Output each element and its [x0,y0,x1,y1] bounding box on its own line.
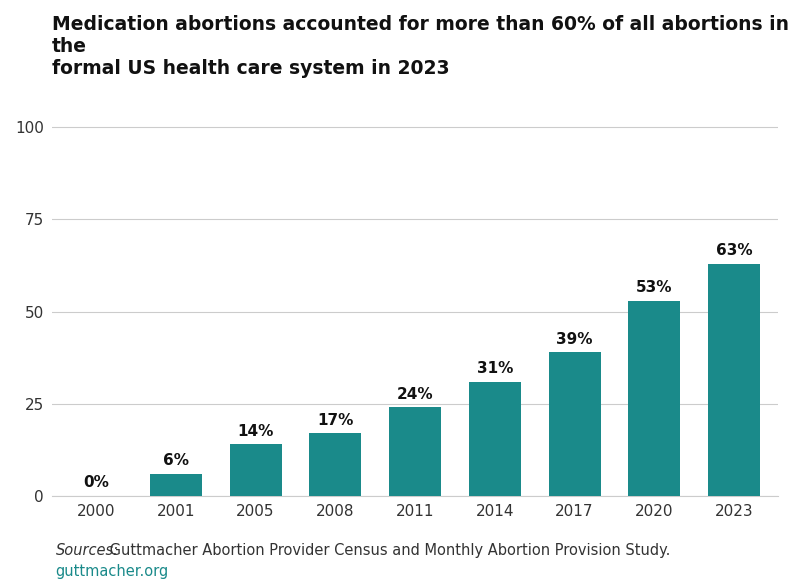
Text: 24%: 24% [396,387,434,402]
Bar [708,264,760,496]
Bar [230,444,282,496]
Text: 39%: 39% [557,332,593,346]
Bar [549,352,600,496]
Text: 0%: 0% [83,475,109,490]
Bar [150,474,201,496]
Text: 6%: 6% [163,453,189,468]
Bar [629,301,680,496]
Text: guttmacher.org: guttmacher.org [56,565,169,579]
Text: 17%: 17% [317,413,354,428]
Bar [389,407,441,496]
Bar [309,433,362,496]
Text: 14%: 14% [237,424,274,438]
Text: 63%: 63% [716,243,753,258]
Text: 53%: 53% [636,280,672,295]
Text: Sources:: Sources: [56,543,118,558]
Text: 31%: 31% [477,361,513,376]
Text: Medication abortions accounted for more than 60% of all abortions in the
formal : Medication abortions accounted for more … [52,15,789,78]
Text: Guttmacher Abortion Provider Census and Monthly Abortion Provision Study.: Guttmacher Abortion Provider Census and … [105,543,670,558]
Bar [469,382,521,496]
